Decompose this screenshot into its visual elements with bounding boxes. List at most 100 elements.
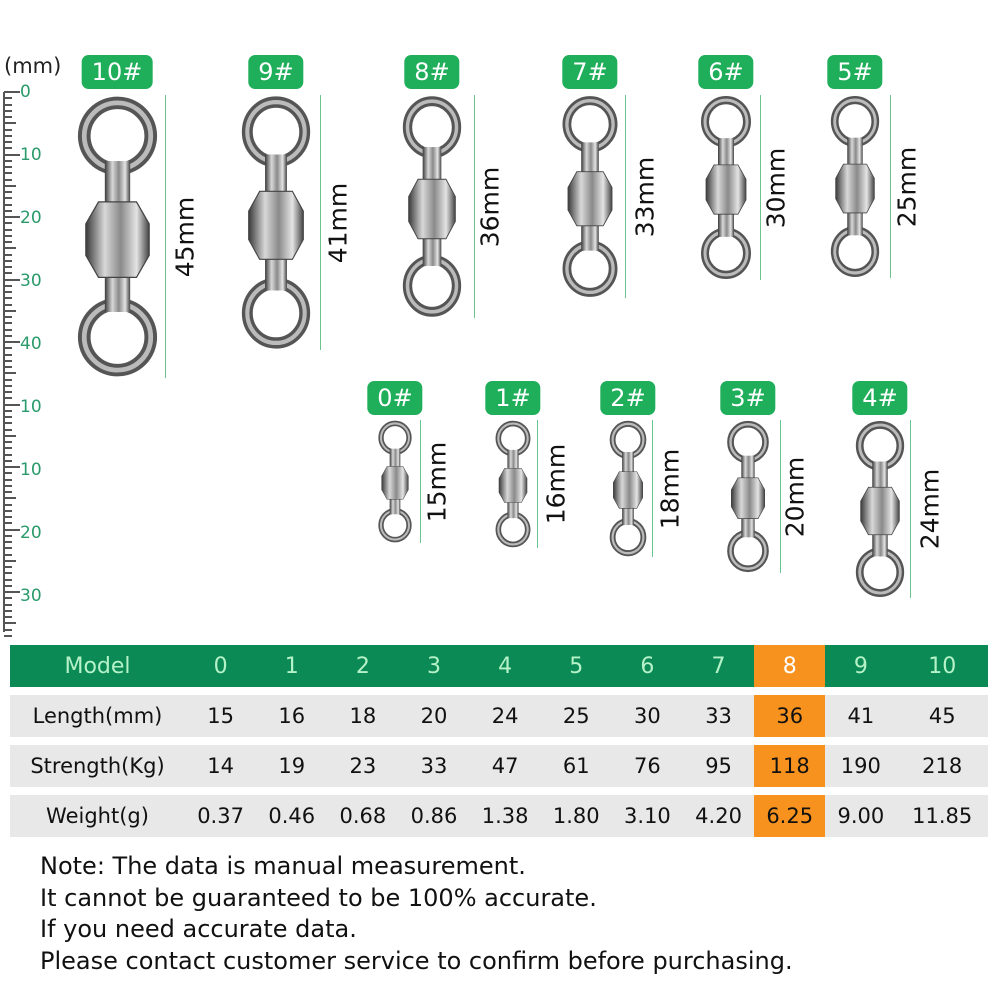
ruler-tick (4, 316, 12, 318)
ruler-tick (4, 509, 12, 512)
table-cell: 61 (540, 745, 612, 787)
ruler-tick (4, 147, 12, 150)
ruler-tick (4, 366, 12, 368)
ruler-tick (4, 166, 12, 168)
ruler-tick (4, 153, 20, 156)
ruler-tick (4, 222, 12, 225)
swivel-image (375, 420, 415, 543)
ruler-tick (4, 628, 12, 631)
table-cell: 9.00 (825, 795, 897, 837)
size-badge: 4# (852, 381, 908, 415)
note-line: Note: The data is manual measurement. (40, 852, 526, 880)
length-label: 15mm (422, 441, 452, 522)
ruler-tick (4, 541, 12, 543)
model-header-cell: 5 (540, 645, 612, 687)
table-cell: 118 (754, 745, 826, 787)
table-cell: 0.68 (327, 795, 399, 837)
ruler-tick (4, 291, 12, 293)
ruler-line (3, 92, 5, 632)
ruler-tick (4, 172, 12, 175)
ruler-tick (4, 116, 12, 118)
swivel-image (723, 420, 773, 573)
dimension-line (890, 95, 891, 278)
ruler-tick (4, 297, 12, 300)
table-cell: 24 (469, 695, 541, 737)
ruler-tick (4, 209, 12, 212)
dimension-line (165, 95, 166, 378)
note-line: It cannot be guaranteed to be 100% accur… (40, 883, 597, 912)
ruler-tick (4, 216, 20, 218)
table-cell: 190 (825, 745, 897, 787)
ruler-tick (4, 303, 12, 306)
ruler-tick (4, 309, 16, 312)
table-cell: 30 (611, 695, 683, 737)
ruler-tick (4, 591, 20, 593)
ruler-tick (4, 128, 12, 131)
model-header-cell: 6 (611, 645, 683, 687)
swivel-image (235, 95, 317, 350)
ruler-tick (4, 559, 16, 562)
ruler-tick (4, 491, 12, 493)
ruler-label: 20 (20, 523, 42, 543)
ruler-tick (4, 266, 12, 268)
model-header-cell: 7 (682, 645, 755, 687)
size-badge: 10# (81, 55, 153, 89)
header-label: Model (10, 645, 185, 687)
table-cell: 47 (469, 745, 541, 787)
size-badge: 8# (404, 55, 460, 89)
ruler-tick (4, 503, 12, 506)
swivel-image (826, 95, 884, 278)
ruler-tick (4, 434, 16, 437)
swivel-image (70, 95, 165, 378)
ruler-tick (4, 372, 16, 375)
length-label: 36mm (475, 166, 505, 247)
dimension-line (474, 95, 475, 318)
size-badge: 7# (562, 55, 618, 89)
model-header-cell: 10 (896, 645, 988, 687)
table-header-row: Model 0 1 2 3 4 5 6 7 8 9 10 (10, 645, 988, 687)
ruler-tick (4, 547, 12, 550)
ruler-tick (4, 522, 12, 525)
table-row: Strength(Kg) 14 19 23 33 47 61 76 95 118 190 218 (10, 745, 988, 787)
table-cell: 33 (682, 695, 755, 737)
swivel-image (492, 420, 534, 548)
ruler-label: 30 (20, 586, 42, 606)
swivel-image (696, 95, 756, 280)
ruler-tick (4, 284, 12, 287)
ruler-tick (4, 459, 12, 462)
ruler-tick (4, 622, 16, 625)
ruler-tick (4, 534, 12, 537)
table-cell: 19 (256, 745, 328, 787)
table-cell: 4.20 (682, 795, 755, 837)
length-label: 16mm (541, 443, 571, 525)
ruler-tick (4, 378, 12, 381)
table-cell: 6.25 (754, 795, 826, 837)
table-cell: 20 (398, 695, 470, 737)
ruler-tick (4, 334, 12, 337)
table-row: Length(mm) 15 16 18 20 24 25 30 33 36 41 45 (10, 695, 988, 737)
table-cell: 25 (540, 695, 612, 737)
length-label: 41mm (323, 182, 353, 263)
table-cell: 33 (398, 745, 470, 787)
ruler-tick (4, 159, 12, 162)
ruler-tick (4, 247, 16, 250)
ruler-tick (4, 397, 12, 400)
ruler-tick (4, 322, 12, 325)
table-cell: 218 (896, 745, 988, 787)
ruler-tick (4, 353, 12, 356)
table-cell: 18 (327, 695, 399, 737)
table-cell: 41 (825, 695, 897, 737)
ruler-tick (4, 241, 12, 243)
ruler-tick (4, 497, 16, 500)
swivel-image (557, 95, 623, 298)
length-label: 33mm (630, 156, 660, 237)
ruler-label: 10 (20, 397, 42, 417)
dimension-line (780, 420, 781, 573)
ruler-tick (4, 234, 12, 237)
note-line: If you need accurate data. (40, 915, 357, 943)
size-badge: 0# (367, 381, 423, 415)
row-label: Weight(g) (10, 795, 185, 837)
table-cell: 23 (327, 745, 399, 787)
ruler-tick (4, 391, 12, 393)
table-cell: 1.80 (540, 795, 612, 837)
